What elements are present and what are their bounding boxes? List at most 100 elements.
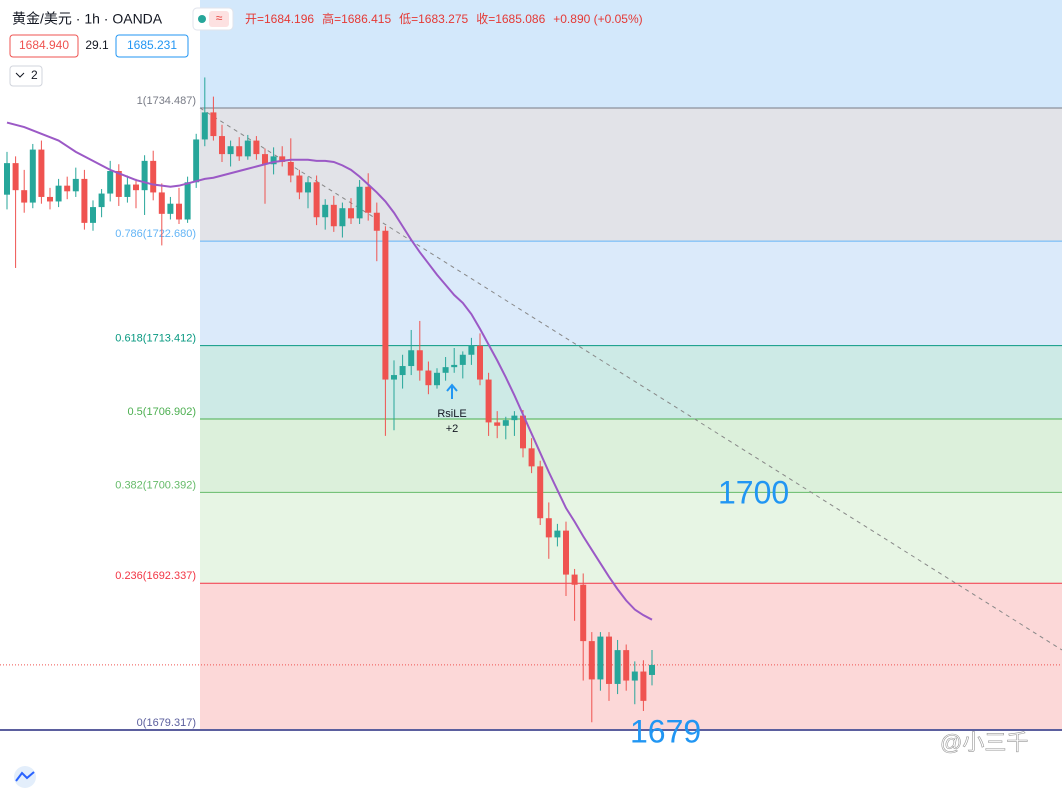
sell-price[interactable]: 1684.940 [19,38,69,52]
candle-body [141,160,148,191]
fib-level-label: 0.382(1700.392) [115,479,196,491]
candle-body [365,186,372,213]
candle-body [614,650,621,684]
signal-arrow [446,383,458,399]
candle-body [356,186,363,219]
candle-body [227,146,234,155]
candle-body [322,204,329,218]
candle-body [29,149,36,203]
fib-zone [200,241,1062,346]
candle-body [623,650,630,681]
chevron [15,72,25,78]
trend-line [199,107,1062,651]
candle-body [12,163,19,191]
candle-body [434,372,440,386]
candle-body [442,367,449,373]
candle-body [528,448,535,467]
candle-body [606,636,612,684]
candle-body [408,350,415,367]
indicator-toggle[interactable] [9,65,43,87]
candle-body [588,641,595,680]
candle-body [631,671,638,681]
candle-body [210,112,217,137]
candle-body [219,136,225,155]
candle-body [313,182,320,218]
candle-body [4,163,10,195]
fib-zone [200,345,1062,419]
candle-body [330,204,337,227]
fib-zones: 1(1734.487) 0.786(1722.680) 0.618(1713.412… [0,0,1062,731]
fib-zone [200,108,1062,242]
status-icon [209,11,229,27]
candle-body [90,207,96,223]
candle-body [468,345,475,355]
candle-body [107,171,114,194]
candle-body [21,190,28,203]
candle-body [124,184,131,197]
candle-body [502,420,509,426]
candle-body [72,178,79,192]
candle-body [459,354,466,365]
candle-body [270,156,277,165]
candle-body [47,196,53,202]
candle-body [580,584,587,642]
candle-body [477,345,483,380]
candle-body [511,415,518,421]
candle-body [184,182,191,220]
candle-body [537,466,544,519]
ohlc-stat: 高=1686.415 [322,11,391,26]
symbol-title: 黄金/美元 · 1h · OANDA [12,11,163,27]
status-icon-text: ≈ [216,11,223,25]
candle-body [279,156,286,162]
candle-body [236,146,243,157]
candle-body [98,193,105,208]
candle-body [554,530,561,538]
candle-body [391,375,397,380]
candle-body [262,154,268,165]
status-dot [198,15,206,23]
fib-level-label: 0.236(1692.337) [115,570,196,582]
candle-body [571,574,578,585]
moving-average [6,121,653,621]
candle-body [244,140,251,157]
fib-zone [200,583,1062,730]
logo-mark [15,771,35,782]
fib-level-label: 0(1679.317) [137,717,196,729]
ohlc-stat: +0.890 (+0.05%) [553,12,642,26]
signal-label: RsiLE [437,408,466,420]
fib-level-label: 1(1734.487) [137,95,196,107]
candle-body [176,203,182,220]
candle-body [485,379,492,423]
candle-body [597,636,604,680]
buy-price[interactable]: 1685.231 [127,38,177,52]
spread: 29.1 [85,38,109,52]
candle-body [305,182,311,193]
candle-body [416,350,423,371]
candle-body [649,664,655,675]
fib-zone [200,0,1062,109]
fib-level-label: 0.5(1706.902) [128,406,197,418]
ohlc-stat: 收=1685.086 [476,12,545,26]
candle-body [520,415,526,449]
candle-body [167,203,174,214]
candle-body [382,230,389,380]
candle-body [640,671,647,701]
buy-box[interactable] [115,34,189,58]
fib-zone [200,492,1062,584]
candle-body [55,185,62,202]
watermark: @小三千 [940,730,1028,755]
candle-body [545,518,552,538]
candle-body [253,140,260,155]
candle-body [425,370,432,386]
candle-body [193,139,200,183]
plot [0,77,1062,723]
candle-body [150,160,157,193]
ohlc-stat: 低=1683.275 [399,12,468,26]
candle-body [348,208,354,219]
sell-box[interactable] [9,34,79,58]
annotation: 1679 [630,713,701,749]
candle-body [81,178,88,223]
candle-body [296,175,303,193]
candle-body [563,530,569,575]
